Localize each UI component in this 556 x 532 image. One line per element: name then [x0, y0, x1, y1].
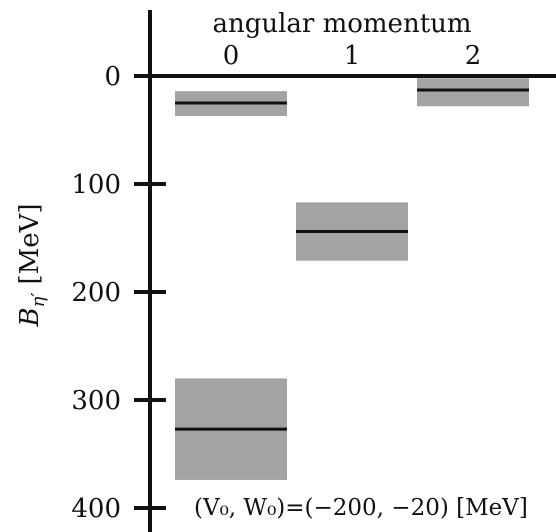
y-tick-label: 0 [104, 62, 121, 92]
x-tick-labels: 0 1 2 [223, 41, 482, 71]
y-axis-label-unit: [MeV] [15, 203, 45, 284]
top-axis-label: angular momentum [212, 9, 471, 39]
y-axis-label: Bη′ [MeV] [15, 203, 49, 327]
parameter-annotation: (V₀, W₀)=(−200, −20) [MeV] [194, 495, 528, 521]
level-band-l2-3 [417, 78, 529, 107]
y-axis-label-symbol: B [15, 307, 45, 327]
y-tick-label: 300 [71, 386, 121, 416]
y-tick-label: 400 [71, 494, 121, 524]
x-tick-label-2: 2 [465, 41, 482, 71]
y-ticks: 0 100 200 300 400 [71, 62, 166, 524]
level-bands [175, 78, 529, 480]
y-axis-label-subscript: η′ [28, 293, 49, 308]
y-tick-label: 100 [71, 170, 121, 200]
x-tick-label-1: 1 [344, 41, 361, 71]
x-tick-label-0: 0 [223, 41, 240, 71]
y-tick-label: 200 [71, 278, 121, 308]
